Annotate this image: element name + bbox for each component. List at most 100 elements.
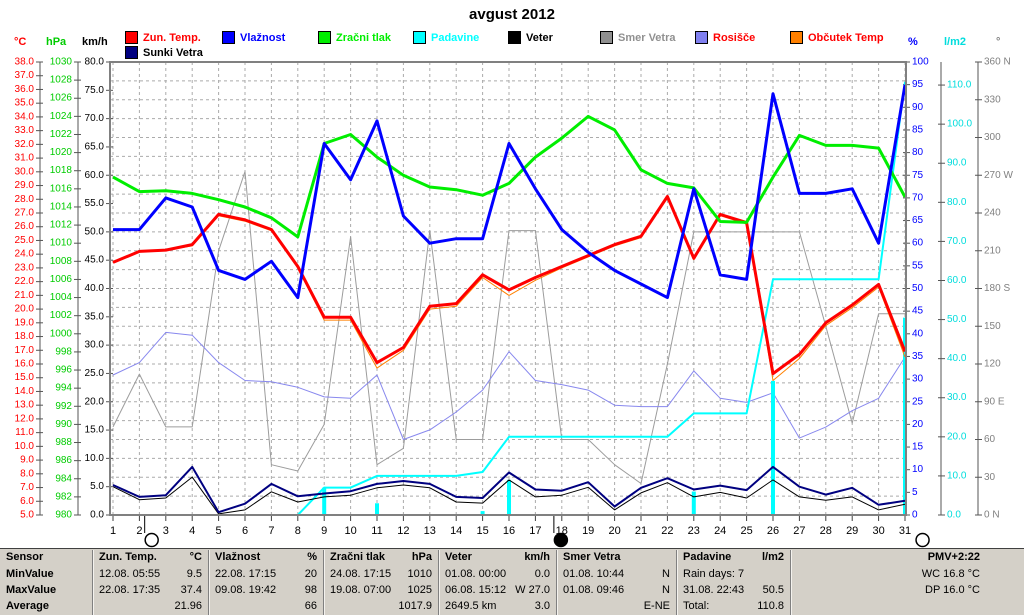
- axis-tick-label: 45: [912, 306, 924, 317]
- axis-tick-label: 11.0: [15, 427, 34, 438]
- table-text: hPa: [411, 551, 432, 563]
- axis-tick-label: 31.0: [15, 153, 35, 164]
- axis-tick-label: 210: [984, 245, 1001, 256]
- legend-swatch-sunki-vetra: [125, 46, 138, 59]
- table-text: E-NE: [643, 600, 670, 612]
- legend-item-zun-temp: Zun. Temp.: [125, 31, 201, 44]
- table-text: 37.4: [180, 584, 202, 596]
- col-header-5: Smer Vetra: [556, 550, 676, 567]
- col-max-4: 06.08. 15:12 W 27.0: [438, 583, 556, 599]
- axis-tick-label: 31: [899, 525, 911, 537]
- axis-unit-wind: km/h: [82, 36, 108, 48]
- axis-tick-label: 27: [793, 525, 805, 537]
- table-text: W 27.0: [515, 584, 550, 596]
- table-text: MaxValue: [6, 584, 57, 596]
- legend-swatch-rosisce: [695, 31, 708, 44]
- axis-tick-label: 23: [688, 525, 700, 537]
- axis-tick-label: 1004: [50, 292, 73, 303]
- row-label-sensor: Sensor: [0, 550, 92, 567]
- axis-tick-label: 29.0: [15, 180, 35, 191]
- col-min-5: 01.08. 10:44 N: [556, 567, 676, 583]
- legend-label-obcutek-temp: Občutek Temp: [808, 31, 884, 44]
- weather-chart: 5.06.07.08.09.010.011.012.013.014.015.01…: [15, 57, 1013, 548]
- axis-tick-label: 28: [820, 525, 832, 537]
- table-text: l/m2: [761, 551, 784, 563]
- table-text: 2649.5 km: [445, 600, 497, 612]
- axis-tick-label: 40.0: [947, 353, 967, 364]
- axis-tick-label: 240: [984, 208, 1001, 219]
- col-max-6: 31.08. 22:43 50.5: [676, 583, 790, 599]
- summary-table: Sensor MinValue MaxValue Average Zun. Temp. °…: [0, 548, 1024, 615]
- axis-tick-label: 17: [529, 525, 541, 537]
- axis-tick-label: 37.0: [15, 70, 35, 81]
- axis-tick-label: 90: [912, 102, 924, 113]
- legend-item-vlaznost: Vlažnost: [222, 31, 285, 44]
- legend-swatch-smer-vetra: [600, 31, 613, 44]
- row-label-maxvalue: MaxValue: [0, 583, 92, 599]
- legend-item-sunki-vetra: Sunki Vetra: [125, 46, 203, 59]
- table-text: 21.96: [174, 600, 202, 612]
- col-avg-3: 1017.9: [323, 599, 438, 615]
- full-moon-icon: [915, 532, 930, 548]
- axis-tick-label: 25.0: [85, 368, 105, 379]
- axis-tick-label: 75: [912, 170, 924, 181]
- series-vlaznost-line: [113, 84, 907, 300]
- legend-label-veter: Veter: [526, 31, 553, 44]
- table-text: N: [662, 584, 670, 596]
- table-text: Vlažnost: [215, 551, 261, 563]
- axis-tick-label: 150: [984, 321, 1001, 332]
- axis-tick-label: 15: [476, 525, 488, 537]
- axis-tick-label: 982: [55, 491, 72, 502]
- table-text: Zun. Temp.: [99, 551, 157, 563]
- series-smer-vetra-line: [112, 171, 905, 484]
- axis-tick-label: 0 N: [984, 510, 1000, 521]
- legend-swatch-obcutek-temp: [790, 31, 803, 44]
- pmv-windchill: WC 16.8 °C: [790, 567, 1024, 583]
- axis-tick-label: 15.0: [15, 372, 35, 383]
- table-text: 01.08. 00:00: [445, 568, 507, 580]
- axis-tick-label: 75.0: [85, 85, 105, 96]
- legend-label-sunki-vetra: Sunki Vetra: [143, 46, 203, 59]
- axis-tick-label: 14.0: [15, 386, 35, 397]
- axis-tick-label: 1030: [50, 57, 73, 68]
- legend-label-vlaznost: Vlažnost: [240, 31, 286, 44]
- table-text: Sensor: [6, 551, 44, 563]
- axis-tick-label: 80.0: [85, 57, 105, 68]
- table-text: 1025: [407, 584, 432, 596]
- axis-tick-label: 20: [608, 525, 620, 537]
- table-text: 0.0: [534, 568, 550, 580]
- axis-tick-label: 120: [984, 359, 1001, 370]
- table-text: 06.08. 15:12: [445, 584, 507, 596]
- table-text: Rain days: 7: [683, 568, 745, 580]
- axis-tick-label: 24.0: [15, 249, 35, 260]
- axis-tick-label: 23.0: [15, 262, 35, 273]
- axis-tick-label: 22: [661, 525, 673, 537]
- axis-tick-label: 80: [912, 147, 924, 158]
- axis-tick-label: 50.0: [947, 314, 967, 325]
- col-avg-2: 66: [208, 599, 323, 615]
- axis-tick-label: 180 S: [984, 283, 1010, 294]
- full-moon-icon: [144, 532, 159, 548]
- axis-tick-label: 80.0: [947, 197, 967, 208]
- axis-tick-label: 36.0: [15, 84, 35, 95]
- axis-tick-label: 1020: [50, 147, 73, 158]
- col-header-1: Zun. Temp. °C: [92, 550, 208, 567]
- axis-tick-label: 10.0: [947, 470, 967, 481]
- axis-tick-label: 12.0: [15, 413, 35, 424]
- axis-tick-label: 1000: [50, 328, 73, 339]
- axis-tick-label: 270 W: [984, 170, 1013, 181]
- legend-item-padavine: Padavine: [413, 31, 479, 44]
- axis-tick-label: 55: [912, 260, 924, 271]
- legend-item-smer-vetra: Smer Vetra: [600, 31, 675, 44]
- table-text: WC 16.8 °C: [921, 568, 980, 580]
- table-text: 09.08. 19:42: [215, 584, 277, 596]
- table-text: 01.08. 09:46: [563, 584, 625, 596]
- table-text: PMV+2:22: [927, 551, 980, 563]
- axis-tick-label: 6: [242, 525, 248, 537]
- axis-tick-label: 10.0: [15, 441, 35, 452]
- table-text: 24.08. 17:15: [330, 568, 392, 580]
- axis-tick-label: 20.0: [947, 431, 967, 442]
- axis-tick-label: 984: [55, 473, 72, 484]
- table-text: MinValue: [6, 568, 54, 580]
- axis-tick-label: 30: [984, 472, 996, 483]
